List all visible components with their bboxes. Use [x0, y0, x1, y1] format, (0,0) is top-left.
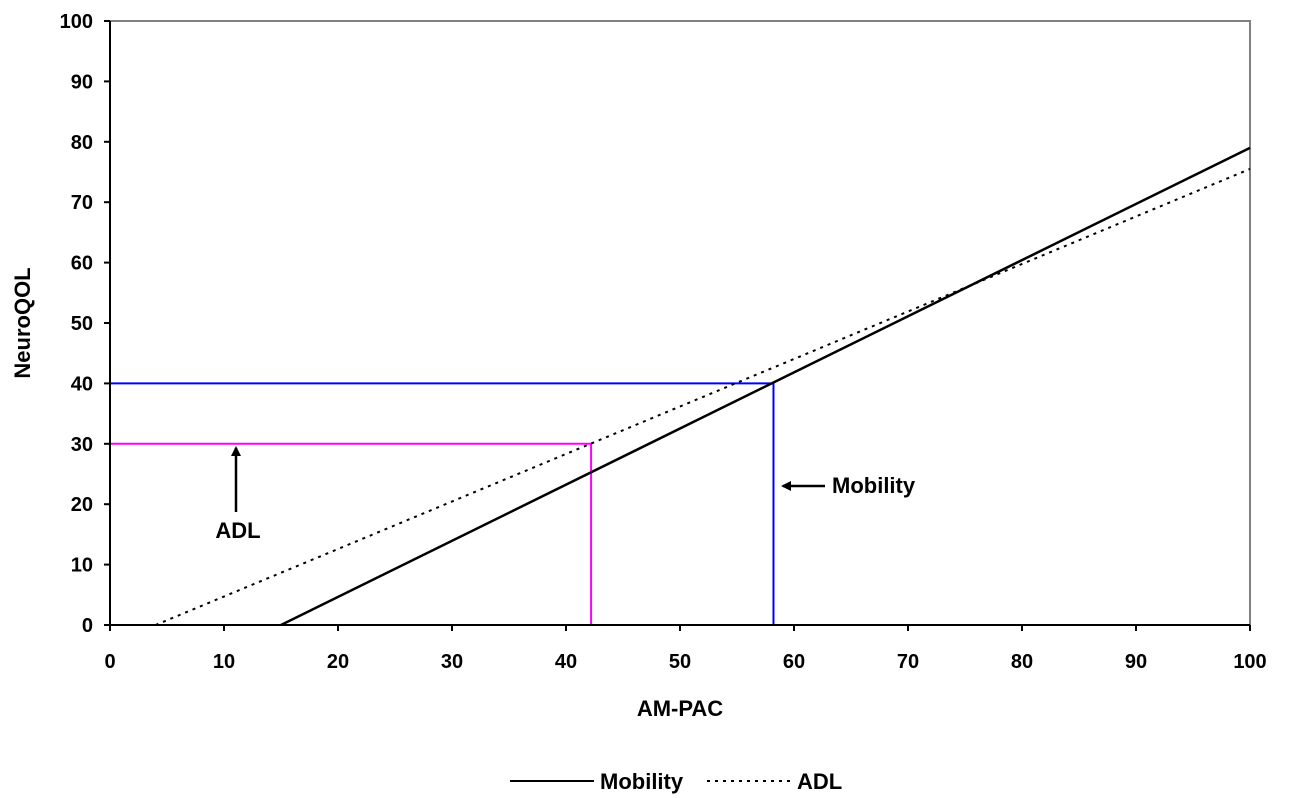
x-tick-label: 50: [669, 651, 691, 673]
x-tick-label: 20: [327, 651, 349, 673]
legend-adl-label: ADL: [797, 769, 842, 794]
y-tick-label: 80: [71, 132, 93, 154]
adl-annotation-label: ADL: [215, 518, 260, 543]
legend: Mobility ADL: [510, 769, 842, 794]
x-ticks: 0 10 20 30 40 50 60 70 80 90 100: [104, 625, 1267, 673]
x-tick-label: 60: [783, 651, 805, 673]
y-tick-label: 40: [71, 373, 93, 395]
mobility-annotation-label: Mobility: [832, 473, 916, 498]
y-tick-label: 50: [71, 313, 93, 335]
x-tick-label: 90: [1125, 651, 1147, 673]
x-tick-label: 40: [555, 651, 577, 673]
x-axis-title: AM-PAC: [637, 696, 723, 721]
x-tick-label: 80: [1011, 651, 1033, 673]
y-tick-label: 100: [60, 11, 93, 33]
y-tick-label: 60: [71, 253, 93, 275]
series-lines: [155, 146, 1251, 627]
y-tick-label: 70: [71, 192, 93, 214]
y-tick-label: 90: [71, 71, 93, 93]
y-tick-label: 10: [71, 555, 93, 577]
reference-line: [110, 442, 593, 625]
x-tick-label: 10: [213, 651, 235, 673]
x-tick-label: 70: [897, 651, 919, 673]
y-ticks: 0 10 20 30 40 50 60 70 80 90 100: [60, 11, 110, 637]
y-tick-label: 30: [71, 434, 93, 456]
y-tick-label: 0: [82, 615, 93, 637]
legend-mobility-label: Mobility: [600, 769, 684, 794]
y-axis-title: NeuroQOL: [10, 267, 35, 378]
x-tick-label: 0: [104, 651, 115, 673]
x-tick-label: 30: [441, 651, 463, 673]
series-line-mobility: [280, 146, 1251, 627]
plot-area: [109, 20, 1251, 626]
series-line-adl: [155, 168, 1251, 626]
x-tick-label: 100: [1233, 651, 1266, 673]
annotations: ADL Mobility: [215, 446, 916, 543]
y-tick-label: 20: [71, 494, 93, 516]
